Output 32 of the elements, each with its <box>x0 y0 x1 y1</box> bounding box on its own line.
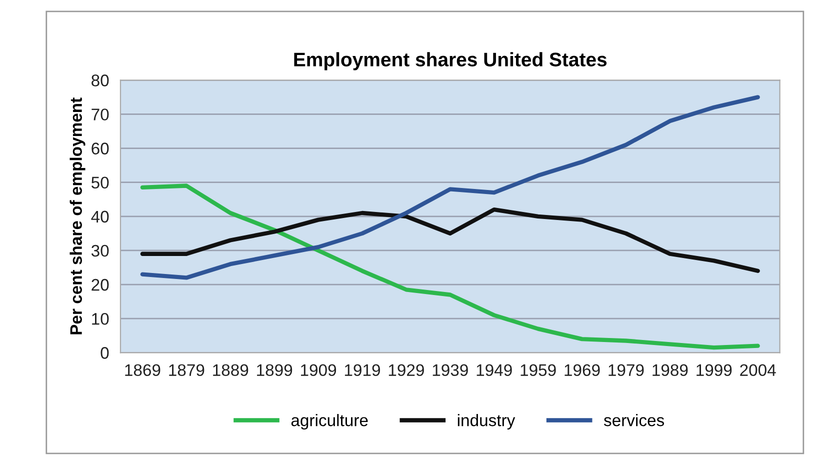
x-tick-label: 1919 <box>344 364 380 376</box>
x-tick-label: 1899 <box>257 364 292 376</box>
x-tick-label: 1979 <box>608 364 644 376</box>
y-tick-label: 30 <box>91 244 109 257</box>
legend-label: agriculture <box>291 414 368 430</box>
y-tick-label: 40 <box>91 210 109 223</box>
x-tick-label: 2004 <box>740 364 776 376</box>
y-axis-title: Per cent share of employment <box>70 98 86 334</box>
legend-label: industry <box>458 414 516 430</box>
y-tick-label: 10 <box>92 312 109 325</box>
x-tick-label: 1889 <box>213 364 248 376</box>
x-tick-label: 1869 <box>125 364 160 376</box>
y-tick-label: 50 <box>91 176 109 189</box>
y-tick-label: 60 <box>92 142 109 154</box>
line-series <box>140 184 760 350</box>
x-tick-label: 1909 <box>301 364 336 376</box>
legend-label: services <box>604 414 664 426</box>
x-tick-label: 1939 <box>432 364 468 376</box>
y-tick-label: 20 <box>92 278 109 291</box>
x-tick-label: 1989 <box>652 364 688 376</box>
x-tick-label: 1959 <box>520 364 556 376</box>
x-tick-label: 1969 <box>564 364 600 376</box>
x-tick-label: 1999 <box>696 364 732 376</box>
chart-title: Employment shares United States <box>294 52 607 70</box>
y-tick-label: 70 <box>92 108 109 120</box>
x-tick-label: 1879 <box>169 364 204 376</box>
line-series <box>140 208 760 273</box>
line-series <box>140 95 760 280</box>
x-tick-label: 1949 <box>476 364 512 376</box>
x-tick-label: 1929 <box>388 364 424 376</box>
y-tick-label: 0 <box>100 347 109 359</box>
y-tick-label: 80 <box>92 74 109 86</box>
